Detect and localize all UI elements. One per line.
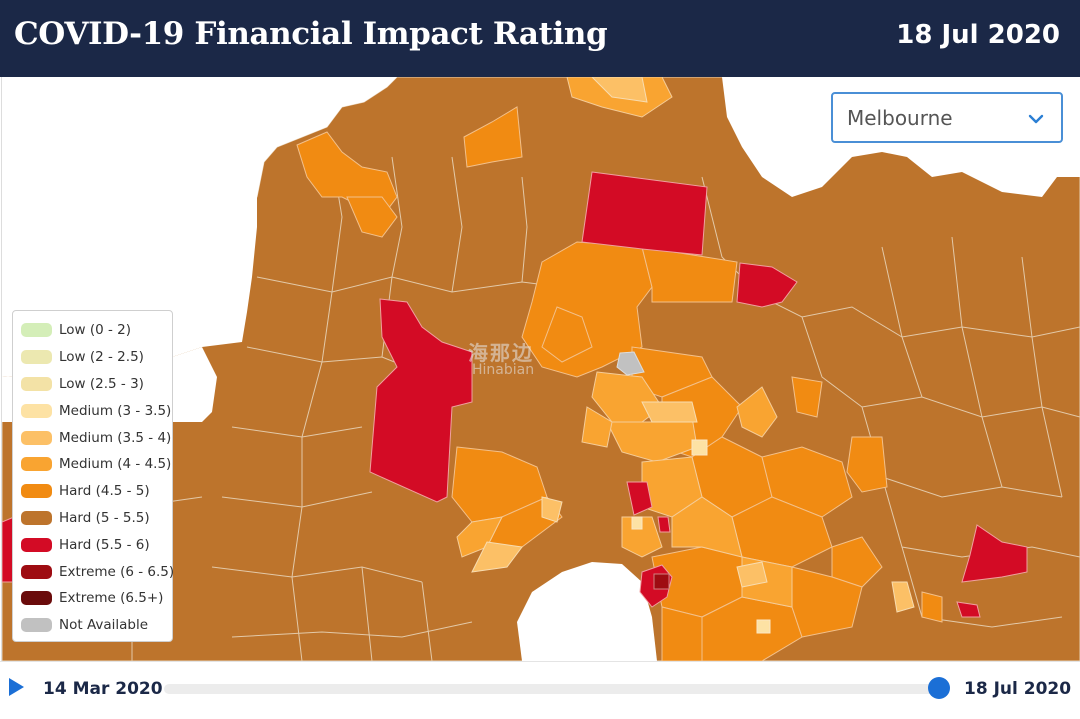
legend-label: Not Available <box>59 617 149 634</box>
legend-label: Extreme (6.5+) <box>59 590 164 607</box>
legend-item: Low (2 - 2.5) <box>21 344 172 371</box>
legend-swatch <box>21 350 52 365</box>
legend-item: Medium (3 - 3.5) <box>21 397 172 424</box>
legend-swatch <box>21 591 52 606</box>
legend-swatch <box>21 457 52 472</box>
timeline-bar: 14 Mar 2020 18 Jul 2020 <box>0 661 1080 719</box>
current-date: 18 Jul 2020 <box>896 20 1060 50</box>
legend-item: Extreme (6 - 6.5) <box>21 558 175 585</box>
regions-medium-4-45[interactable] <box>456 77 793 608</box>
legend-item: Hard (5 - 5.5) <box>21 505 172 532</box>
region-select-value: Melbourne <box>847 106 953 130</box>
chevron-down-icon <box>1028 114 1044 124</box>
legend-item: Hard (5.5 - 6) <box>21 531 172 558</box>
legend-label: Medium (3.5 - 4) <box>59 429 172 446</box>
legend-label: Medium (3 - 3.5) <box>59 402 172 419</box>
legend-label: Hard (5.5 - 6) <box>59 536 150 553</box>
map-legend: Low (0 - 2) Low (2 - 2.5) Low (2.5 - 3) Med… <box>12 310 175 642</box>
watermark-text-en: Hinabian <box>472 362 535 378</box>
page-title: COVID-19 Financial Impact Rating <box>14 16 608 52</box>
legend-label: Low (2 - 2.5) <box>59 349 144 366</box>
legend-swatch <box>21 510 52 525</box>
legend-swatch <box>21 403 52 418</box>
legend-item: Medium (4 - 4.5) <box>21 451 172 478</box>
timeline-track[interactable] <box>164 684 950 694</box>
header-bar: COVID-19 Financial Impact Rating 18 Jul … <box>0 0 1080 77</box>
timeline-start-date: 14 Mar 2020 <box>43 679 163 699</box>
legend-swatch <box>21 376 52 391</box>
play-icon[interactable] <box>9 678 24 696</box>
legend-label: Hard (5 - 5.5) <box>59 509 150 526</box>
regions-hard-45-5[interactable] <box>296 106 943 661</box>
legend-label: Low (2.5 - 3) <box>59 375 144 392</box>
timeline-slider-handle[interactable] <box>928 677 950 699</box>
map-canvas[interactable] <box>2 77 1080 661</box>
legend-item: Hard (4.5 - 5) <box>21 478 172 505</box>
legend-swatch <box>21 323 52 338</box>
legend-item: Not Available <box>21 612 172 639</box>
watermark-logo: 海那边 Hinabian <box>465 335 615 385</box>
legend-swatch <box>21 564 52 579</box>
legend-label: Medium (4 - 4.5) <box>59 456 172 473</box>
port-phillip-bay <box>517 562 657 661</box>
legend-swatch <box>21 430 52 445</box>
legend-swatch <box>21 537 52 552</box>
choropleth-map[interactable] <box>1 77 1080 661</box>
regions-hard-55-6[interactable] <box>2 171 1028 618</box>
timeline-end-date: 18 Jul 2020 <box>964 679 1072 699</box>
legend-swatch <box>21 484 52 499</box>
regions-medium-3-35[interactable] <box>631 439 771 634</box>
regions-medium-35-4[interactable] <box>471 77 915 613</box>
legend-item: Low (0 - 2) <box>21 317 172 344</box>
legend-item: Low (2.5 - 3) <box>21 371 172 398</box>
region-nodata-topleft <box>2 77 397 377</box>
legend-label: Extreme (6 - 6.5) <box>59 563 175 580</box>
region-select[interactable]: Melbourne <box>831 92 1063 143</box>
watermark-text-cn: 海那边 <box>468 341 534 365</box>
legend-item: Medium (3.5 - 4) <box>21 424 172 451</box>
legend-label: Hard (4.5 - 5) <box>59 483 150 500</box>
legend-item: Extreme (6.5+) <box>21 585 172 612</box>
region-not-available[interactable] <box>616 351 645 376</box>
legend-label: Low (0 - 2) <box>59 322 132 339</box>
legend-swatch <box>21 618 52 633</box>
regions-extreme-6-65[interactable] <box>653 573 670 590</box>
district-boundaries <box>61 156 1080 661</box>
